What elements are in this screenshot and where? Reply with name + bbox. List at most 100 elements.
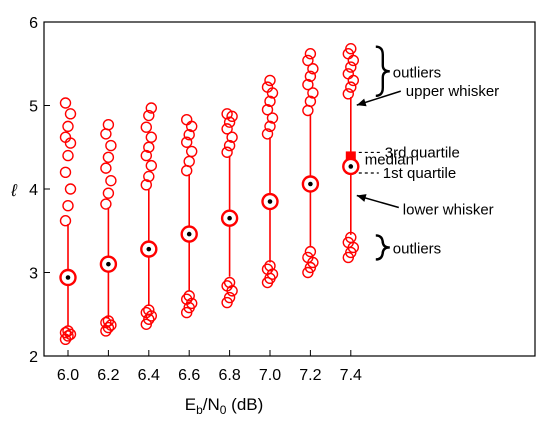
outlier-high-3-6 <box>180 113 193 126</box>
plot-frame <box>43 21 536 357</box>
outlier-low-7-4 <box>345 231 357 244</box>
outlier-low-1-4 <box>102 315 115 327</box>
outlier-low-3-3 <box>180 293 193 305</box>
outlier-high-5-4 <box>264 95 276 108</box>
x-label-main: E <box>185 395 196 414</box>
outlier-high-3-0 <box>180 164 193 177</box>
outlier-high-7-3 <box>342 68 354 80</box>
box-group-4 <box>220 108 239 309</box>
y-tick-label-0: 2 <box>29 349 38 366</box>
outlier-low-1-3 <box>100 316 112 329</box>
y-axis-ticks: 2 3 4 5 6 <box>29 15 50 366</box>
x-tick-label-7: 7.4 <box>340 367 362 384</box>
median-dot-1 <box>106 261 111 267</box>
outlier-high-4-0 <box>221 146 233 158</box>
outlier-high-0-9 <box>59 97 72 109</box>
outlier-low-2-3 <box>140 306 153 319</box>
outlier-high-0-3 <box>59 166 72 179</box>
outlier-high-7-5 <box>347 54 359 67</box>
outlier-high-4-1 <box>223 139 236 152</box>
outlier-high-3-2 <box>185 145 198 158</box>
outlier-high-7-7 <box>345 43 357 55</box>
outlier-high-0-6 <box>59 131 72 143</box>
x-tick-label-1: 6.2 <box>97 367 119 384</box>
x-tick-label-4: 6.8 <box>218 367 240 384</box>
median-dot-5 <box>267 199 273 204</box>
box-group-0 <box>59 97 77 345</box>
outlier-low-6-3 <box>302 251 314 264</box>
median-dot-7 <box>348 164 354 169</box>
y-tick-label-2: 4 <box>29 182 38 199</box>
x-tick-label-0: 6.0 <box>57 367 79 384</box>
box-group-1 <box>99 119 118 337</box>
outlier-high-7-1 <box>345 81 357 93</box>
box-group-3 <box>180 113 198 319</box>
outlier-low-0-1 <box>62 330 74 342</box>
outlier-high-2-8 <box>145 102 158 114</box>
outlier-high-2-1 <box>143 170 155 183</box>
outlier-high-5-3 <box>261 103 274 116</box>
x-tick-label-3: 6.6 <box>178 367 200 384</box>
outlier-low-2-1 <box>143 313 155 325</box>
x-axis-label: Eb/N0 (dB) <box>185 395 264 417</box>
outlier-high-7-2 <box>347 74 359 87</box>
outlier-low-0-4 <box>62 325 74 337</box>
outlier-high-0-1 <box>62 199 74 212</box>
outlier-high-1-3 <box>100 162 112 174</box>
outlier-high-2-3 <box>140 149 153 162</box>
x-label-mid: /N <box>203 395 220 414</box>
outlier-high-6-4 <box>304 70 317 82</box>
label-outliers-top: outliers <box>393 64 441 81</box>
outlier-high-6-7 <box>304 48 317 60</box>
outlier-high-0-4 <box>62 149 74 162</box>
x-axis-ticks: 6.0 6.2 6.4 6.6 6.8 7.0 7.2 7.4 <box>57 350 362 384</box>
brace-outliers-top <box>375 45 390 98</box>
outlier-high-3-3 <box>180 136 193 148</box>
outlier-high-5-2 <box>266 112 279 124</box>
outlier-low-0-2 <box>64 328 77 340</box>
x-tick-label-6: 7.2 <box>299 367 321 384</box>
outlier-low-4-4 <box>223 276 236 289</box>
outlier-high-6-1 <box>304 95 317 108</box>
x-label-sub1: b <box>196 403 203 417</box>
outlier-low-6-4 <box>304 245 317 258</box>
label-q1: 1st quartile <box>383 165 456 182</box>
outlier-high-7-0 <box>342 88 354 100</box>
label-lower-whisker: lower whisker <box>403 202 494 219</box>
outlier-high-2-7 <box>143 109 155 122</box>
outlier-high-2-2 <box>145 159 158 172</box>
median-dot-2 <box>146 246 152 252</box>
outlier-high-6-6 <box>302 54 314 67</box>
x-label-sub2: 0 <box>220 403 227 417</box>
outlier-high-7-4 <box>345 61 357 73</box>
label-median: median <box>365 151 414 168</box>
outlier-high-1-1 <box>102 187 115 199</box>
outlier-low-4-1 <box>223 291 236 304</box>
outlier-high-5-1 <box>264 120 276 133</box>
box-group-7 <box>342 43 360 264</box>
arrow-lower-whisker <box>356 194 400 209</box>
outlier-high-6-5 <box>307 63 319 75</box>
outlier-high-2-0 <box>140 179 153 191</box>
outlier-high-1-4 <box>102 151 115 163</box>
y-tick-label-3: 5 <box>29 99 38 116</box>
box-group-5 <box>261 74 279 289</box>
outlier-high-3-4 <box>183 129 195 141</box>
y-tick-label-1: 3 <box>29 266 38 283</box>
outlier-high-0-2 <box>64 183 77 195</box>
median-dot-4 <box>227 215 232 221</box>
outlier-high-2-6 <box>140 121 153 133</box>
outlier-high-2-5 <box>145 131 158 143</box>
outlier-low-0-3 <box>59 326 72 339</box>
outlier-high-1-7 <box>102 119 115 131</box>
x-label-tail: (dB) <box>226 395 263 414</box>
label-q3: 3rd quartile <box>385 144 460 161</box>
label-outliers-bottom: outliers <box>393 240 441 257</box>
median-dot-3 <box>186 231 192 237</box>
outlier-high-5-0 <box>261 128 274 140</box>
brace-outliers-bottom <box>375 234 390 261</box>
outlier-low-2-4 <box>143 304 155 316</box>
outlier-high-6-2 <box>307 87 319 99</box>
annotations: outliers upper whisker 3rd quartilemedian1… <box>356 45 499 261</box>
outlier-high-5-7 <box>264 74 276 87</box>
